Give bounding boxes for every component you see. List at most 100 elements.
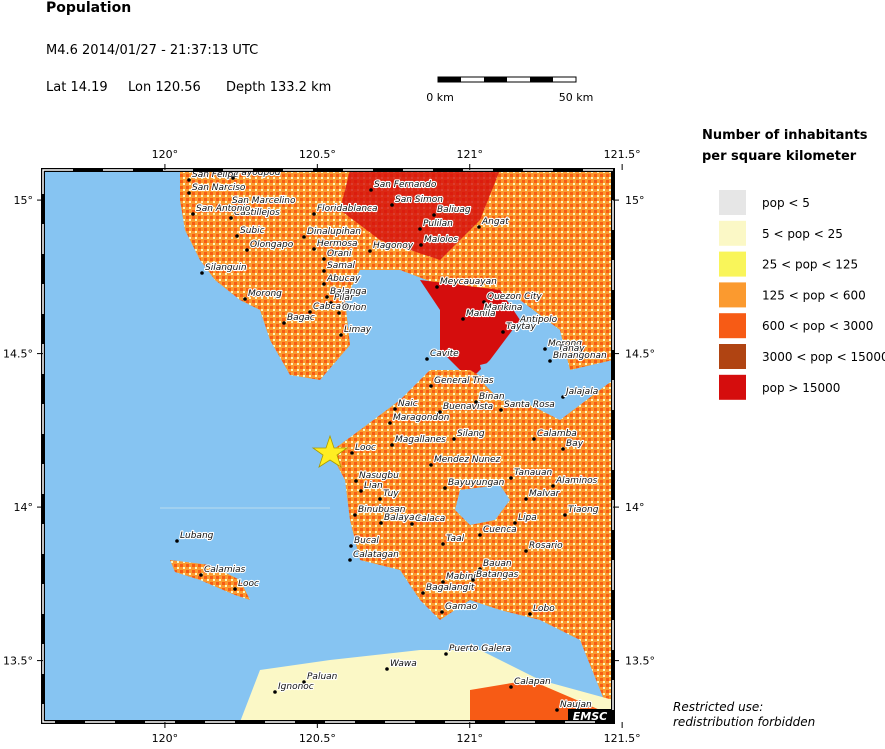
city-label: Morong xyxy=(548,339,582,349)
city-dot xyxy=(509,476,513,480)
lon-label: 120.5° xyxy=(299,148,336,161)
lon-label: 121.5° xyxy=(604,148,641,161)
city-label: General Trias xyxy=(434,376,494,386)
city-label: Subic xyxy=(240,226,265,236)
lat-label: 13.5° xyxy=(3,655,33,668)
city-label: Alaminos xyxy=(555,476,598,486)
city-label: Silanguin xyxy=(205,263,247,273)
map-frame-dash xyxy=(42,169,614,723)
city-dot xyxy=(369,188,373,192)
city-dot xyxy=(385,667,389,671)
city-label: Bauan xyxy=(483,559,512,569)
lon: Lon 120.56 xyxy=(128,80,201,95)
city-label: Abucay xyxy=(326,274,361,284)
city-label: Orani xyxy=(327,249,352,259)
city-dot xyxy=(440,610,444,614)
city-label: Balanga xyxy=(330,287,367,297)
city-label: Pulilan xyxy=(423,219,453,229)
city-dot xyxy=(302,235,306,239)
city-label: Bagac xyxy=(287,313,315,323)
legend-swatch xyxy=(719,220,746,246)
city-dot xyxy=(187,178,191,182)
city-label: Cavite xyxy=(430,349,459,359)
city-dot xyxy=(200,271,204,275)
city-label: Calapan xyxy=(514,677,551,687)
city-dot xyxy=(390,203,394,207)
city-label: Maragondon xyxy=(393,413,450,423)
city-label: Taal xyxy=(446,534,465,544)
city-label: Floridablanca xyxy=(317,204,378,214)
city-dot xyxy=(337,311,341,315)
scale-end: 50 km xyxy=(559,91,594,104)
city-label: Bay xyxy=(566,439,584,449)
city-label: Antipolo xyxy=(519,315,558,325)
city-label: Tuy xyxy=(383,489,399,499)
legend-label: 600 < pop < 3000 xyxy=(762,319,873,333)
city-label: Manila xyxy=(466,309,496,319)
city-label: Looc xyxy=(355,443,376,453)
city-label: San Antonio xyxy=(196,204,251,214)
legend-swatch xyxy=(719,282,746,308)
city-label: Meycauayan xyxy=(440,277,497,287)
city-label: San Felipe xyxy=(192,170,239,180)
legend-swatch xyxy=(719,313,746,339)
city-label: Bagalangit xyxy=(426,583,475,593)
city-dot xyxy=(388,421,392,425)
city-dot xyxy=(393,407,397,411)
city-label: Calamias xyxy=(204,565,246,575)
city-dot xyxy=(229,216,233,220)
city-label: Olongapo xyxy=(250,240,294,250)
city-dot xyxy=(378,497,382,501)
legend-swatch xyxy=(719,344,746,369)
city-dot xyxy=(350,451,354,455)
city-label: Morong xyxy=(248,289,282,299)
city-label: Lipa xyxy=(518,513,537,523)
lon-label: 121.5° xyxy=(604,732,641,745)
city-dot xyxy=(227,204,231,208)
scale-bar: 0 km 50 km xyxy=(426,76,594,104)
city-dot xyxy=(561,395,565,399)
city-label: Malvar xyxy=(529,489,561,499)
city-dot xyxy=(543,347,547,351)
city-label: Calamba xyxy=(537,429,577,439)
city-dot xyxy=(482,300,486,304)
city-label: Limay xyxy=(344,325,372,335)
city-label: Payodpod xyxy=(236,168,281,178)
city-label: Quezon City xyxy=(487,292,542,302)
city-dot xyxy=(410,522,414,526)
city-label: Mendez Nunez xyxy=(434,455,501,465)
city-dot xyxy=(429,384,433,388)
city-label: Puerto Galera xyxy=(449,644,511,654)
city-label: Orion xyxy=(342,303,367,313)
city-label: San Marcelino xyxy=(232,196,296,206)
city-label: Binubusan xyxy=(358,505,406,515)
city-label: Baliuag xyxy=(437,205,471,215)
city-dot xyxy=(354,479,358,483)
city-label: Ignonoc xyxy=(278,682,314,692)
city-dot xyxy=(325,295,329,299)
city-dot xyxy=(419,243,423,247)
city-label: Naic xyxy=(398,399,418,409)
city-label: San Fernando xyxy=(374,180,437,190)
legend-label: pop > 15000 xyxy=(762,381,840,395)
city-label: Cuenca xyxy=(483,525,517,535)
city-dot xyxy=(199,573,203,577)
city-label: Tanay xyxy=(558,344,585,354)
city-label: Tiaong xyxy=(568,505,599,515)
city-label: Cabcaben xyxy=(313,302,358,312)
city-dot xyxy=(322,269,326,273)
city-label: Malolos xyxy=(424,235,458,245)
lat-label: 14.5° xyxy=(3,348,33,361)
city-dot xyxy=(348,558,352,562)
lat: Lat 14.19 xyxy=(46,80,108,95)
logo-box xyxy=(568,709,613,722)
event: M4.6 2014/01/27 - 21:37:13 UTC xyxy=(46,43,258,58)
city-dot xyxy=(312,212,316,216)
title: Population xyxy=(46,0,131,16)
legend-title: Number of inhabitants xyxy=(702,128,868,143)
city-dot xyxy=(429,463,433,467)
city-dot xyxy=(432,213,436,217)
lat-label: 15° xyxy=(625,194,645,207)
city-dot xyxy=(312,247,316,251)
